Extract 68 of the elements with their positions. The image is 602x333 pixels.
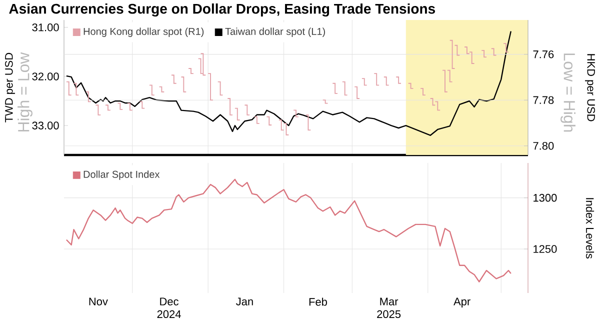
candlestick [503,43,509,53]
candlestick [449,40,456,69]
candlestick [383,76,390,86]
text: High = Low [18,52,32,132]
candlestick [490,48,497,56]
candlestick [127,102,133,111]
x-tick-label: Jan [236,298,253,306]
candlestick [430,98,436,106]
candlestick [354,86,360,99]
text: Low = High [560,54,576,132]
legend-label: Taiwan dollar spot (L1) [225,28,325,37]
candlestick [234,108,240,120]
candlestick [278,120,284,131]
candlestick [442,70,448,92]
candlestick [420,88,426,96]
candlestick [105,104,111,111]
candlestick [117,102,124,110]
candlestick [254,116,260,124]
candlestick [170,74,177,84]
legend-label: Dollar Spot Index [84,170,160,180]
x-tick-label: Nov [89,298,108,306]
y2-tick-label: 7.80 [533,142,554,150]
candlestick [293,110,299,118]
candlestick [446,70,453,82]
candlestick [374,73,380,86]
y-axis-title: TWD per USD [5,52,15,122]
chart-title: Asian Currencies Surge on Dollar Drops, Easing Trade Tensions [9,3,436,17]
candlestick [361,78,368,86]
candlestick [86,91,92,102]
candlestick [139,101,146,109]
candlestick [180,76,187,92]
candlestick [95,104,102,116]
y2-tick-label: 7.76 [533,50,554,58]
y-tick-label: 33.00 [32,122,59,130]
y-tick-label: 31.00 [32,23,59,32]
candlestick [481,50,487,58]
x-tick-label: Dec 2024 [157,298,181,318]
x-tick-label: Feb [309,298,327,306]
x-tick-label: Mar 2025 [377,298,401,318]
candlestick [73,82,80,96]
candlestick [434,101,441,111]
y2-tick-label: 1300 [534,194,557,202]
x-tick-label: Apr [454,298,470,308]
y2-axis-title: Index Levels [586,198,594,258]
candlestick [396,76,402,84]
candlestick [188,68,194,74]
y2-tick-label: 7.78 [533,96,554,104]
candlestick [149,84,155,96]
candlestick [342,81,348,96]
candlestick [158,86,165,92]
candlestick [468,52,475,64]
y2-axis-title: HKD per USD [585,54,595,122]
candlestick [66,81,72,96]
y-tick-label: 32.00 [32,72,59,80]
candlestick [244,104,250,116]
candlestick [227,98,233,116]
candlestick [305,114,312,131]
candlestick [266,116,272,126]
candlestick [283,122,290,136]
candlestick [332,82,338,94]
candlestick [464,46,470,54]
y2-tick-label: 1250 [534,245,557,253]
candlestick [322,100,328,104]
candlestick [200,53,206,76]
legend-label: Hong Kong dollar spot (R1) [84,28,204,37]
candlestick [208,73,214,101]
candlestick [408,82,414,89]
candlestick [217,81,224,96]
